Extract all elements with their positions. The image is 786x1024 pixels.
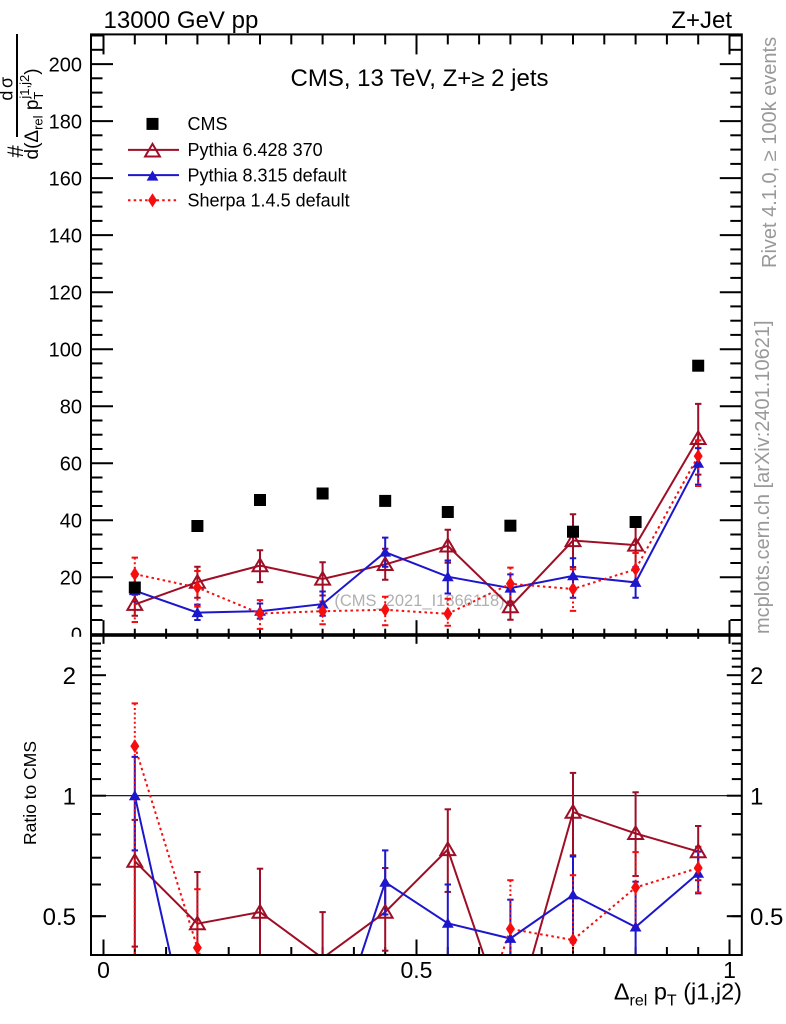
svg-text:0.5: 0.5: [43, 904, 76, 931]
svg-text:0: 0: [71, 625, 82, 647]
svg-text:20: 20: [60, 568, 82, 590]
svg-text:CMS, 13 TeV, Z+≥ 2 jets: CMS, 13 TeV, Z+≥ 2 jets: [291, 65, 549, 92]
svg-text:Ratio to CMS: Ratio to CMS: [20, 741, 40, 845]
svg-text:2: 2: [750, 663, 763, 690]
svg-text:80: 80: [60, 396, 82, 418]
svg-text:Pythia 8.315 default: Pythia 8.315 default: [188, 165, 347, 185]
svg-text:200: 200: [49, 54, 82, 76]
svg-text:120: 120: [49, 282, 82, 304]
svg-text:180: 180: [49, 111, 82, 133]
svg-text:mcplots.cern.ch [arXiv:2401.10: mcplots.cern.ch [arXiv:2401.10621]: [752, 320, 774, 634]
svg-text:#: #: [3, 145, 28, 158]
svg-text:1: 1: [750, 783, 763, 810]
svg-text:Rivet 4.1.0, ≥ 100k events: Rivet 4.1.0, ≥ 100k events: [759, 37, 781, 268]
svg-text:dσ: dσ: [0, 74, 17, 100]
svg-text:Δrel pT (j1,j2): Δrel pT (j1,j2): [614, 978, 742, 1009]
svg-text:160: 160: [49, 168, 82, 190]
svg-text:Pythia 6.428 370: Pythia 6.428 370: [188, 140, 323, 160]
svg-text:0.5: 0.5: [401, 957, 433, 983]
svg-text:1: 1: [63, 783, 76, 810]
svg-text:0.5: 0.5: [750, 904, 783, 931]
svg-text:2: 2: [63, 663, 76, 690]
svg-text:1: 1: [723, 957, 736, 983]
svg-text:d(Δrel pTj1,j2): d(Δrel pTj1,j2): [17, 68, 46, 159]
svg-text:13000 GeV pp: 13000 GeV pp: [104, 7, 259, 34]
svg-text:140: 140: [49, 225, 82, 247]
svg-text:(CMS_2021_I1866118): (CMS_2021_I1866118): [334, 592, 504, 610]
svg-text:100: 100: [49, 339, 82, 361]
svg-text:0: 0: [97, 957, 110, 983]
svg-text:Z+Jet: Z+Jet: [671, 7, 732, 34]
svg-text:40: 40: [60, 511, 82, 533]
svg-text:Sherpa 1.4.5 default: Sherpa 1.4.5 default: [188, 191, 350, 211]
svg-text:60: 60: [60, 453, 82, 475]
svg-text:CMS: CMS: [188, 114, 228, 134]
